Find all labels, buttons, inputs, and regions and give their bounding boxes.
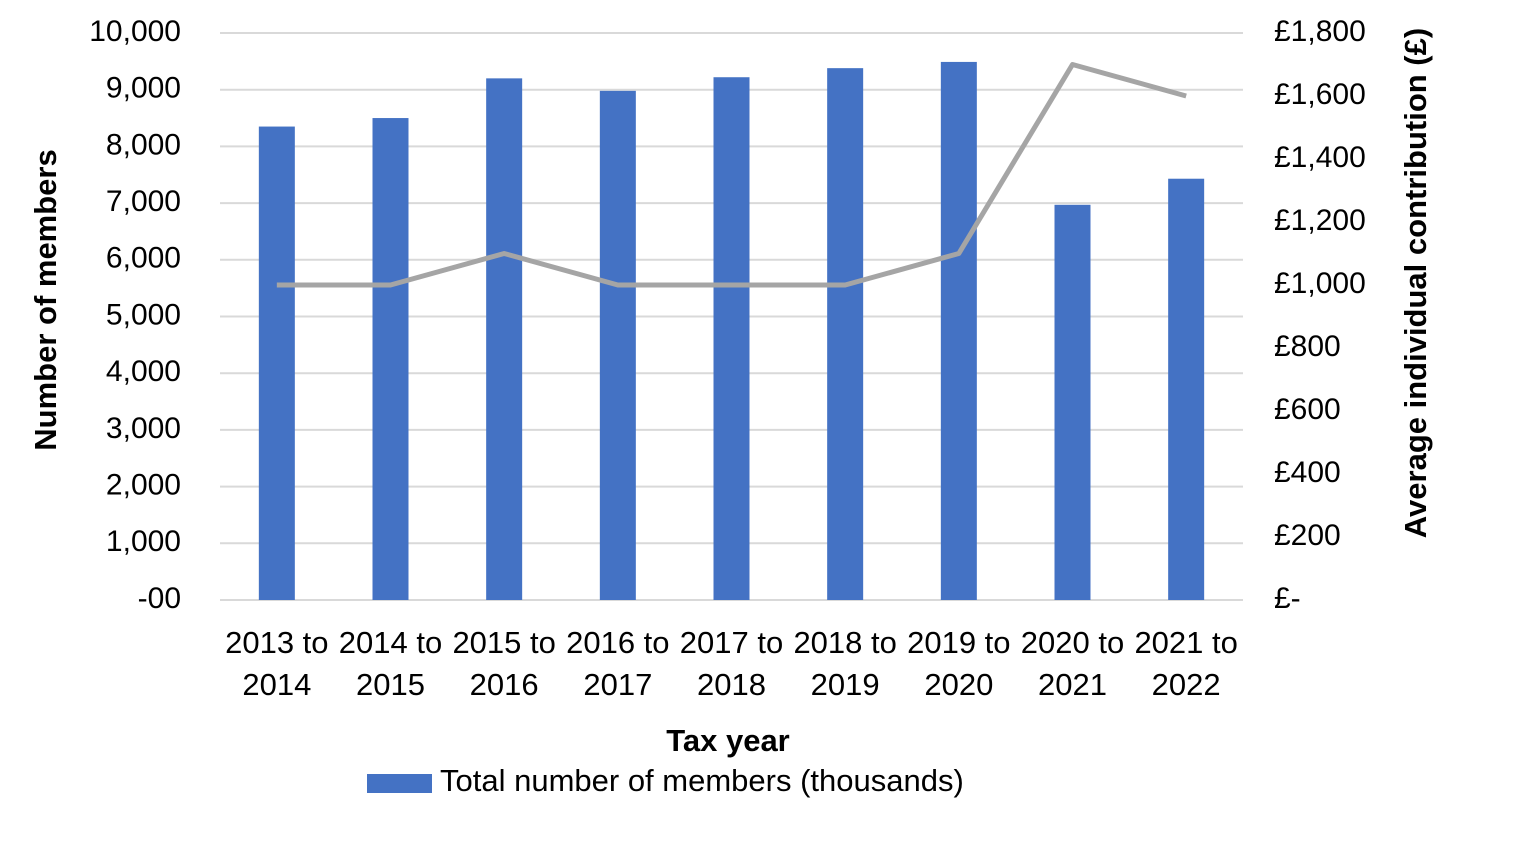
x-axis-title: Tax year xyxy=(666,723,790,758)
y2-tick-label: £- xyxy=(1274,582,1301,615)
y2-tick-label: £1,200 xyxy=(1274,204,1366,237)
x-tick-label: 2021 to 2022 xyxy=(1134,625,1238,702)
y2-tick-label: £1,800 xyxy=(1274,15,1366,48)
x-tick-label: 2015 to 2016 xyxy=(452,625,556,702)
bar xyxy=(827,68,864,601)
x-tick-label: 2020 to 2021 xyxy=(1020,625,1125,702)
y-tick-label: 1,000 xyxy=(106,525,181,558)
bar xyxy=(1168,178,1205,600)
bar xyxy=(372,118,409,601)
y2-tick-label: £1,400 xyxy=(1274,141,1366,174)
y-tick-label: 4,000 xyxy=(106,355,181,388)
y-tick-label: 8,000 xyxy=(106,128,181,161)
legend-label: Total number of members (thousands) xyxy=(440,763,964,798)
line xyxy=(276,62,1187,288)
x-tick-label: 2018 to 2019 xyxy=(793,625,897,702)
y-tick-label: 3,000 xyxy=(106,412,181,445)
y-tick-label: 7,000 xyxy=(106,185,181,218)
bar xyxy=(940,61,977,601)
bar xyxy=(713,77,750,600)
bar xyxy=(258,126,295,601)
y2-tick-label: £800 xyxy=(1274,330,1341,363)
x-tick-label: 2013 to 2014 xyxy=(225,625,329,702)
y-tick-label: 9,000 xyxy=(106,72,181,105)
y2-tick-label: £1,600 xyxy=(1274,78,1366,111)
y2-tick-label: £200 xyxy=(1274,519,1341,552)
y-tick-label: -00 xyxy=(138,582,181,615)
y-tick-label: 10,000 xyxy=(89,15,181,48)
y2-tick-label: £600 xyxy=(1274,393,1341,426)
y2-tick-label: £400 xyxy=(1274,456,1341,489)
legend-swatch xyxy=(367,774,432,793)
y2-tick-label: £1,000 xyxy=(1274,267,1366,300)
y-tick-label: 2,000 xyxy=(106,469,181,502)
bar xyxy=(1054,204,1091,600)
x-tick-label: 2017 to 2018 xyxy=(679,625,784,702)
x-tick-label: 2019 to 2020 xyxy=(907,625,1011,702)
y-tick-label: 6,000 xyxy=(106,242,181,275)
x-tick-label: 2016 to 2017 xyxy=(566,625,670,702)
bar xyxy=(486,78,523,601)
bar xyxy=(599,90,636,601)
y2-axis-title: Average individual contribution (£) xyxy=(1398,28,1433,538)
x-tick-label: 2014 to 2015 xyxy=(338,625,443,702)
y-axis-title: Number of members xyxy=(28,149,63,450)
y-tick-label: 5,000 xyxy=(106,298,181,331)
